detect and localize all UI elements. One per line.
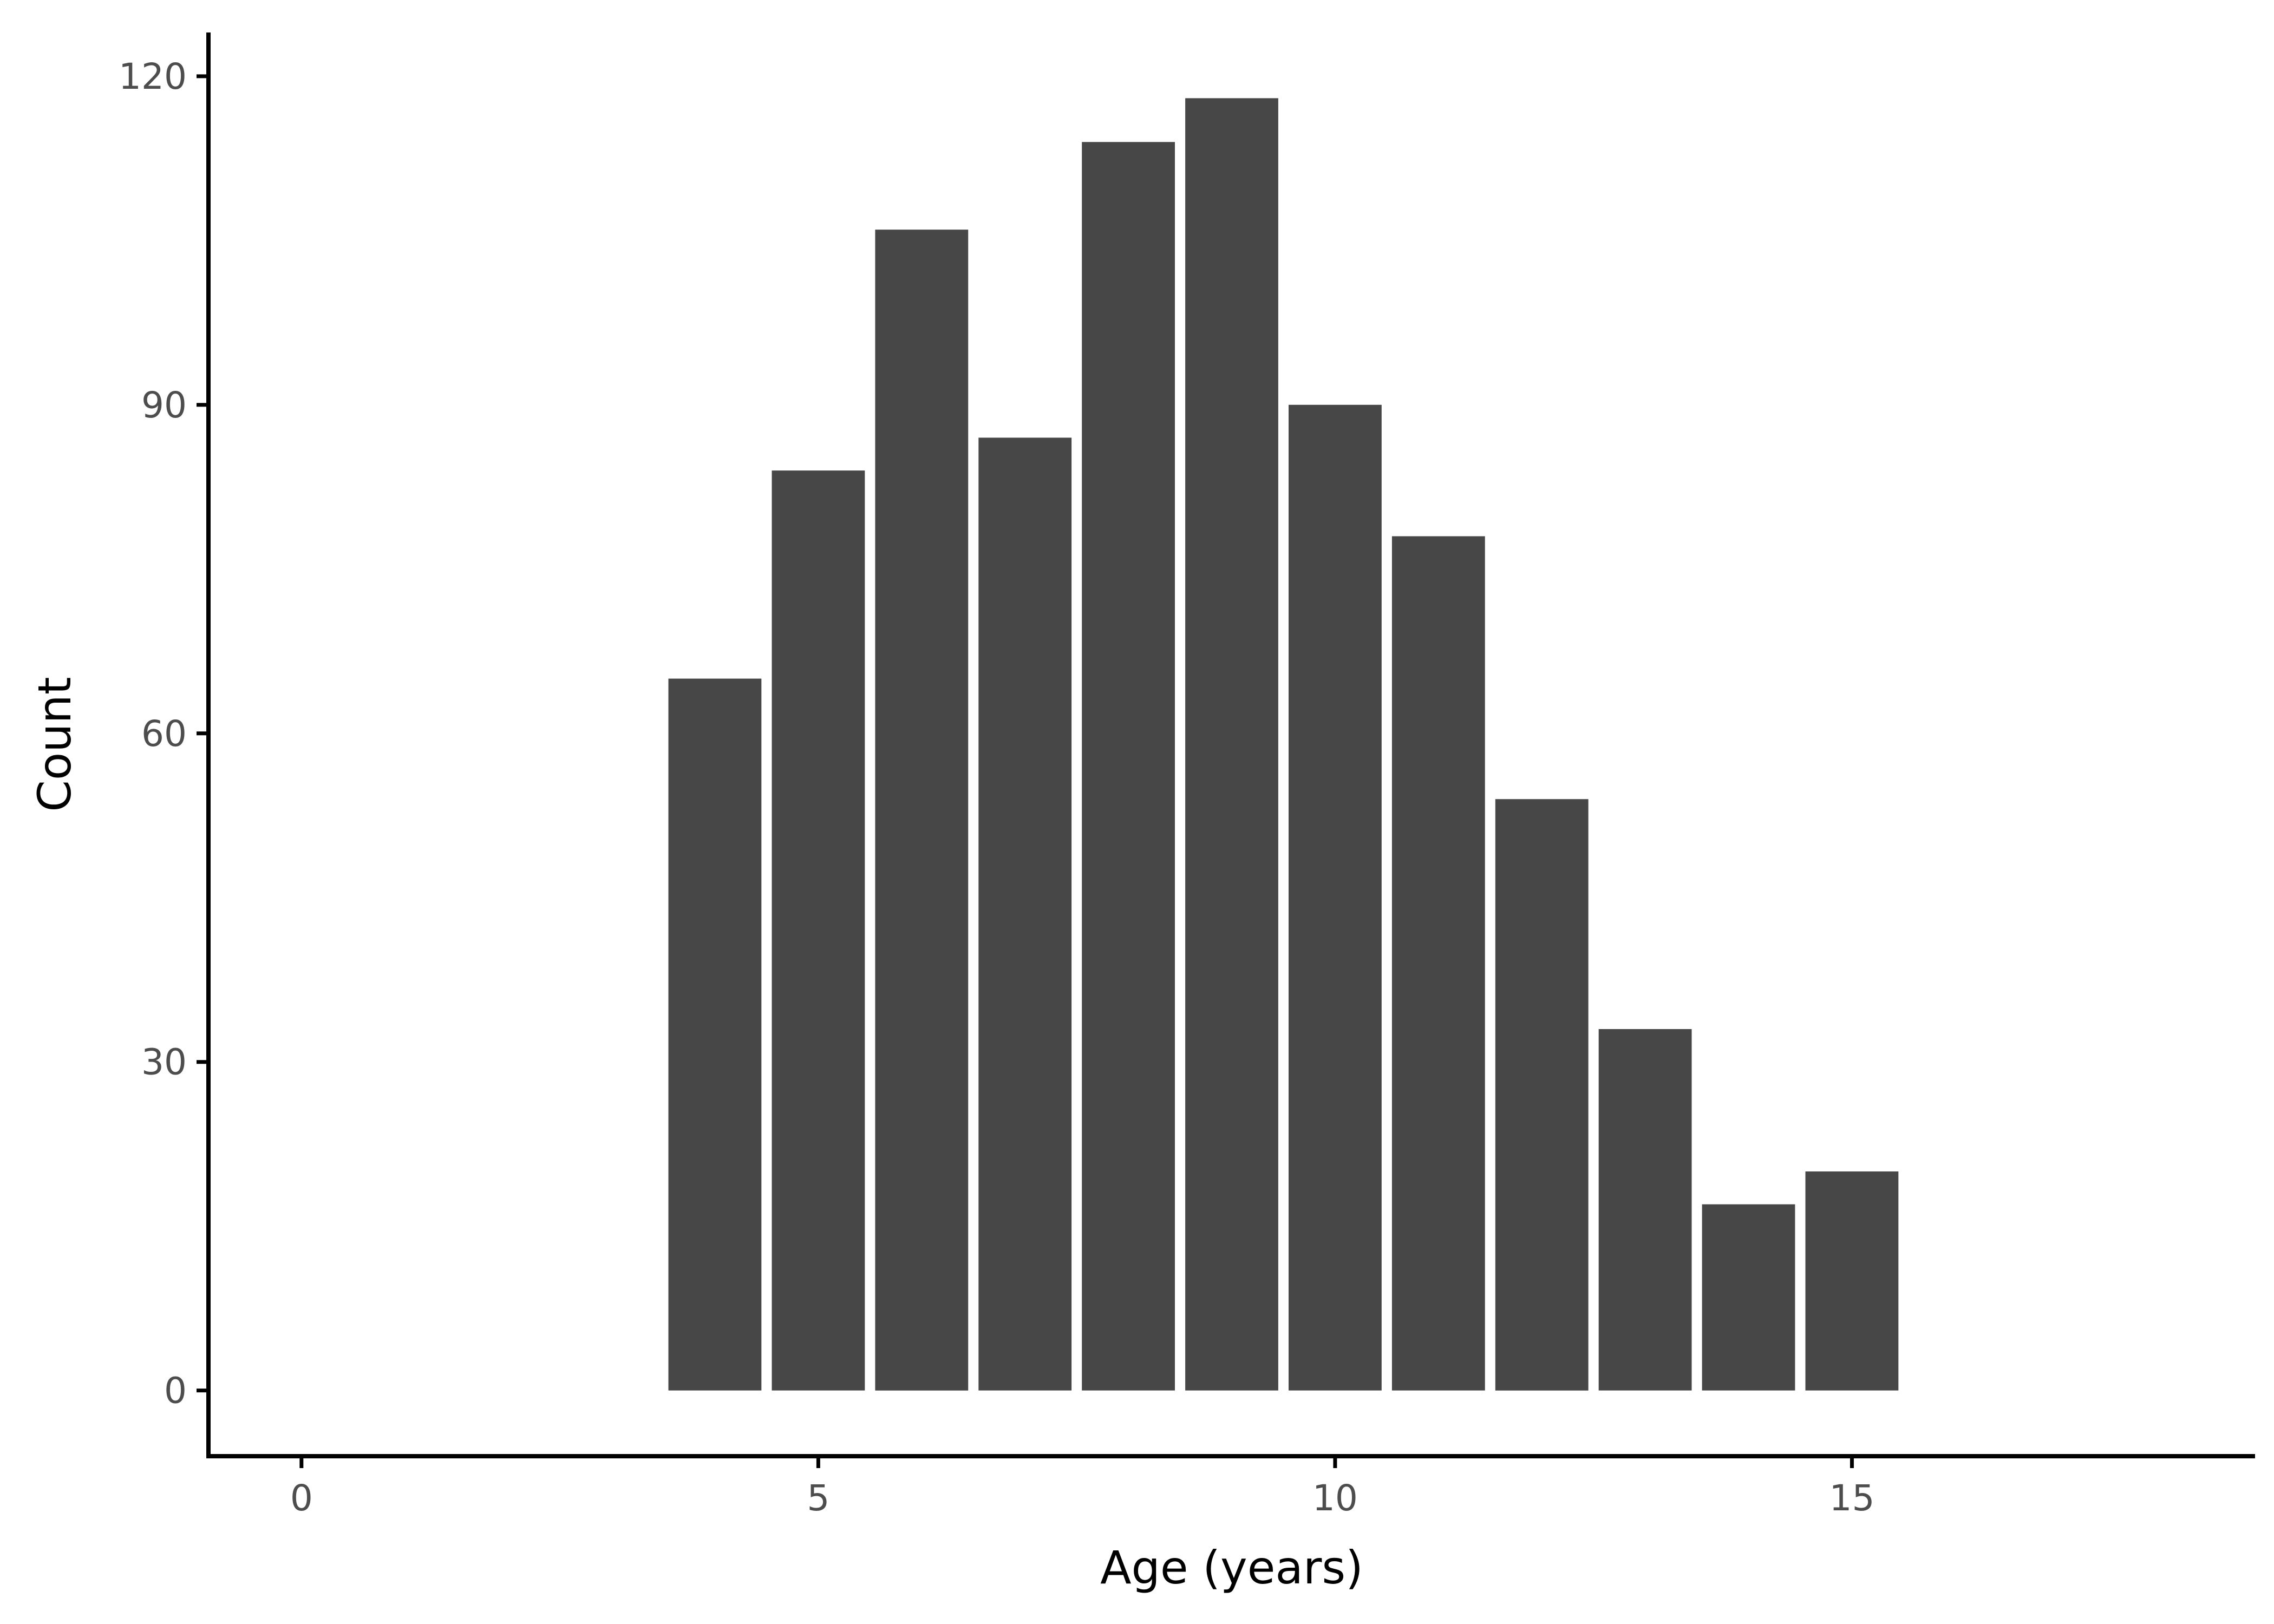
bar-age-6	[875, 230, 969, 1391]
bar-age-5	[772, 470, 865, 1391]
y-axis-title: Count	[28, 677, 81, 811]
y-tick-label-30: 30	[141, 1042, 187, 1083]
y-tick-label-0: 0	[164, 1370, 187, 1412]
x-axis-title: Age (years)	[1100, 1541, 1363, 1594]
x-tick-label-0: 0	[290, 1477, 313, 1519]
x-tick-label-5: 5	[807, 1477, 829, 1519]
bar-age-11	[1391, 536, 1485, 1391]
bar-age-8	[1082, 142, 1175, 1391]
bar-age-13	[1598, 1029, 1692, 1391]
bar-age-9	[1185, 98, 1278, 1391]
y-tick-label-60: 60	[141, 713, 187, 755]
bar-age-4	[668, 678, 762, 1391]
bar-age-15	[1805, 1171, 1899, 1391]
bar-age-7	[978, 437, 1072, 1391]
bar-age-12	[1495, 799, 1589, 1391]
y-tick-label-90: 90	[141, 384, 187, 426]
x-axis-ticks: 0 5 10 15	[290, 1456, 1874, 1519]
bars-group	[668, 98, 1899, 1391]
y-tick-label-120: 120	[119, 56, 187, 97]
bar-age-10	[1289, 404, 1382, 1391]
bar-age-14	[1702, 1204, 1795, 1391]
x-tick-label-10: 10	[1312, 1477, 1358, 1519]
y-axis-ticks: 0 30 60 90 120	[119, 56, 208, 1412]
x-tick-label-15: 15	[1829, 1477, 1874, 1519]
